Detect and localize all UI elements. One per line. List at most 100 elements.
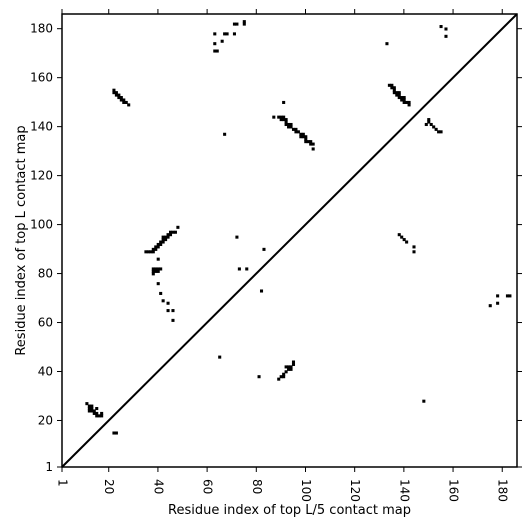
y-tick-label: 20 [38, 413, 53, 427]
upper-contact-point [279, 118, 283, 122]
upper-contact-point [427, 118, 431, 122]
lower-contact-point [85, 402, 89, 406]
upper-contact-point [220, 39, 224, 43]
y-tick-label: 40 [38, 365, 53, 379]
lower-contact-point [159, 291, 163, 295]
upper-contact-point [301, 132, 305, 136]
upper-contact-point [429, 122, 433, 127]
upper-contact-point [151, 272, 155, 276]
upper-contact-point [400, 96, 404, 100]
lower-contact-point [90, 407, 94, 411]
upper-contact-point [235, 235, 239, 239]
upper-contact-point [161, 235, 165, 239]
upper-contact-point [412, 245, 416, 249]
upper-contact-point [390, 83, 394, 87]
y-tick-label: 160 [30, 71, 53, 85]
upper-contact-point [395, 93, 399, 97]
upper-contact-point [124, 100, 128, 104]
lower-contact-point [277, 377, 281, 381]
upper-contact-point [168, 230, 173, 234]
upper-contact-point [114, 93, 118, 97]
y-tick-label: 60 [38, 316, 53, 330]
upper-contact-point [149, 250, 153, 254]
upper-contact-point [304, 140, 308, 144]
lower-contact-point [90, 409, 94, 413]
upper-contact-point [225, 32, 229, 36]
x-axis-label: Residue index of top L/5 contact map [168, 503, 411, 518]
upper-contact-point [284, 122, 288, 127]
upper-contact-point [282, 118, 286, 122]
lower-contact-point [218, 355, 222, 359]
lower-contact-point [95, 407, 99, 411]
upper-contact-point [154, 245, 158, 249]
upper-contact-point [385, 42, 389, 46]
lower-contact-point [95, 411, 99, 415]
upper-contact-point [168, 233, 173, 237]
lower-contact-point [171, 318, 175, 322]
upper-contact-point [392, 86, 396, 90]
upper-contact-point [405, 100, 409, 104]
x-tick-label: 80 [250, 479, 264, 494]
lower-contact-point [508, 294, 512, 298]
upper-contact-point [259, 289, 264, 293]
x-tick-label: 140 [397, 479, 411, 502]
upper-contact-point [151, 250, 155, 254]
upper-contact-point [242, 20, 246, 24]
upper-contact-point [164, 238, 168, 242]
x-tick-label: 60 [201, 479, 215, 494]
upper-contact-point [232, 32, 236, 36]
lower-contact-point [505, 294, 509, 298]
upper-contact-point [287, 125, 291, 129]
x-tick-label: 20 [102, 479, 116, 494]
upper-contact-point [397, 91, 401, 95]
lower-contact-point [289, 367, 293, 371]
upper-contact-point [237, 267, 241, 271]
upper-contact-point [304, 137, 308, 141]
lower-contact-point [287, 365, 291, 369]
upper-contact-point [392, 88, 396, 92]
upper-contact-point [287, 122, 291, 127]
upper-contact-point [164, 235, 168, 239]
lower-contact-point [92, 409, 96, 413]
upper-contact-point [122, 98, 126, 102]
upper-contact-point [166, 235, 170, 239]
lower-contact-point [166, 309, 170, 313]
upper-contact-point [146, 250, 150, 254]
lower-contact-point [279, 375, 283, 379]
lower-contact-point [87, 407, 91, 411]
upper-contact-point [112, 91, 116, 95]
lower-contact-point [284, 365, 288, 369]
lower-contact-point [171, 309, 175, 313]
lower-contact-point [161, 299, 165, 303]
lower-contact-point [488, 304, 492, 308]
upper-contact-point [395, 91, 399, 95]
upper-contact-point [156, 245, 160, 249]
upper-contact-point [402, 98, 406, 102]
upper-contact-point [284, 120, 288, 124]
upper-contact-point [151, 267, 155, 271]
lower-contact-point [282, 375, 286, 379]
upper-contact-point [439, 25, 443, 29]
lower-contact-point [95, 414, 99, 418]
upper-contact-point [301, 135, 305, 139]
upper-contact-point [159, 240, 163, 244]
y-tick-label: 100 [30, 218, 53, 232]
upper-contact-point [114, 91, 118, 95]
upper-contact-point [434, 127, 438, 131]
lower-contact-point [287, 367, 291, 371]
upper-contact-point [424, 122, 428, 127]
upper-contact-point [215, 49, 219, 53]
upper-contact-point [402, 238, 406, 242]
lower-contact-point [496, 301, 500, 305]
upper-contact-point [159, 267, 163, 271]
upper-contact-point [156, 242, 160, 247]
upper-contact-point [306, 140, 310, 144]
x-tick-label: 40 [151, 479, 165, 494]
upper-contact-point [299, 132, 303, 136]
upper-contact-point [437, 130, 441, 134]
y-axis-label: Residue index of top L contact map [14, 125, 29, 355]
upper-contact-point [390, 86, 394, 90]
upper-contact-point [161, 240, 165, 244]
lower-contact-point [87, 404, 91, 408]
